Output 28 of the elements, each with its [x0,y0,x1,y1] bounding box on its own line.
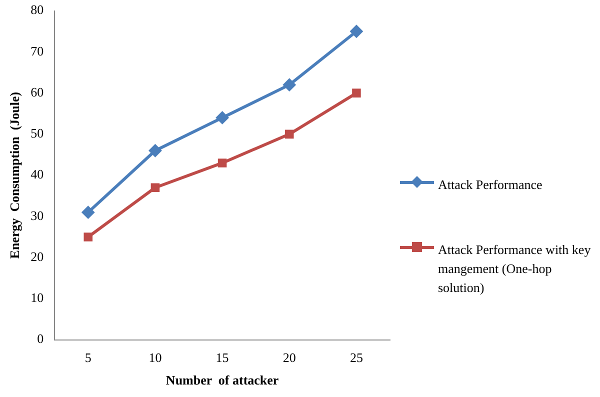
y-tick-label: 0 [37,331,44,346]
point [216,111,229,124]
x-tick-label: 15 [216,350,229,366]
legend-label: Attack Performance [438,176,542,194]
point [282,78,296,92]
y-tick-label: 10 [30,290,44,306]
point [82,206,95,219]
y-tick-label: 60 [30,84,44,100]
y-tick-label: 70 [30,43,44,58]
y-axis-title: Energy Consumption (Joule) [7,92,22,259]
legend-label: Attack Performance with key mangement (One-hop solution) [438,241,592,297]
y-tick-label: 40 [30,166,44,182]
x-tick-label: 10 [148,350,162,366]
point [218,158,227,168]
y-tick-label: 50 [30,126,44,141]
point [284,130,294,139]
point [148,144,162,158]
x-tick-label: 25 [350,350,363,366]
y-tick-label: 30 [30,208,44,223]
point [352,88,361,98]
point [150,183,160,192]
point [350,24,363,38]
point [84,232,93,242]
x-tick-label: 5 [84,350,92,366]
y-tick-label: 20 [30,248,44,264]
x-axis-title: Number of attacker [166,372,279,388]
y-tick-label: 80 [30,2,44,18]
x-tick-label: 20 [282,350,296,366]
